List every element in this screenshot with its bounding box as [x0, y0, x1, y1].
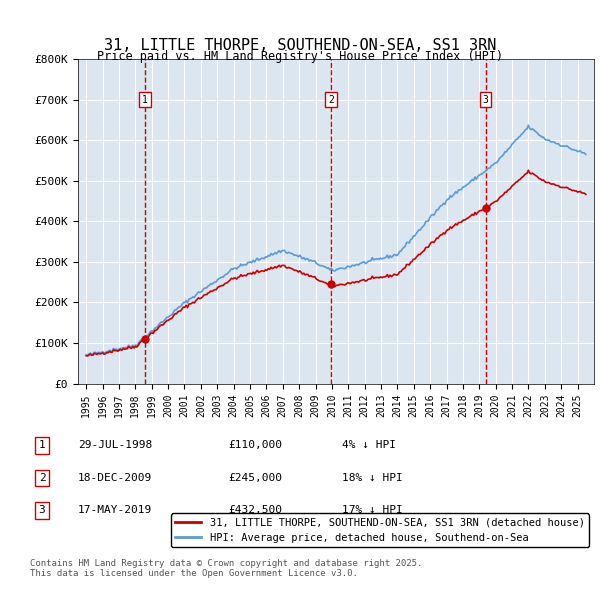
- Text: 3: 3: [482, 94, 488, 104]
- Text: Price paid vs. HM Land Registry's House Price Index (HPI): Price paid vs. HM Land Registry's House …: [97, 50, 503, 63]
- Text: 1: 1: [38, 441, 46, 450]
- Text: 2: 2: [38, 473, 46, 483]
- Text: 18-DEC-2009: 18-DEC-2009: [78, 473, 152, 483]
- Text: 17-MAY-2019: 17-MAY-2019: [78, 506, 152, 515]
- Text: £110,000: £110,000: [228, 441, 282, 450]
- Text: 1: 1: [142, 94, 148, 104]
- Text: 29-JUL-1998: 29-JUL-1998: [78, 441, 152, 450]
- Text: 2: 2: [328, 94, 334, 104]
- Legend: 31, LITTLE THORPE, SOUTHEND-ON-SEA, SS1 3RN (detached house), HPI: Average price: 31, LITTLE THORPE, SOUTHEND-ON-SEA, SS1 …: [171, 513, 589, 547]
- Text: 18% ↓ HPI: 18% ↓ HPI: [342, 473, 403, 483]
- Text: 4% ↓ HPI: 4% ↓ HPI: [342, 441, 396, 450]
- Text: 31, LITTLE THORPE, SOUTHEND-ON-SEA, SS1 3RN: 31, LITTLE THORPE, SOUTHEND-ON-SEA, SS1 …: [104, 38, 496, 53]
- Text: 17% ↓ HPI: 17% ↓ HPI: [342, 506, 403, 515]
- Text: Contains HM Land Registry data © Crown copyright and database right 2025.
This d: Contains HM Land Registry data © Crown c…: [30, 559, 422, 578]
- Text: 3: 3: [38, 506, 46, 515]
- Text: £432,500: £432,500: [228, 506, 282, 515]
- Text: £245,000: £245,000: [228, 473, 282, 483]
